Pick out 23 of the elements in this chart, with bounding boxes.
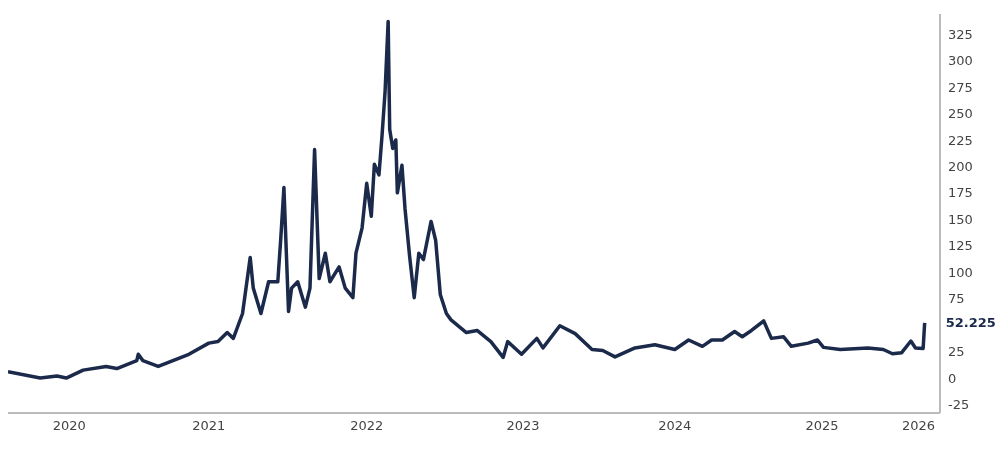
x-tick-label: 2020 xyxy=(52,418,86,434)
x-tick-label: 2026 xyxy=(901,418,936,434)
y-tick-label: 250 xyxy=(948,106,973,122)
x-tick-label: 2023 xyxy=(506,418,540,434)
y-tick-label: 275 xyxy=(948,79,973,95)
data-label: 52.225 xyxy=(945,314,996,330)
y-tick-label: 175 xyxy=(948,185,973,201)
x-tick-label: 2024 xyxy=(658,418,692,434)
y-tick-label: 75 xyxy=(948,291,965,307)
x-tick-label: 2022 xyxy=(350,418,384,434)
y-tick-label: 325 xyxy=(948,26,973,42)
y-tick-label: 150 xyxy=(948,211,973,227)
y-tick-label: 200 xyxy=(948,159,973,175)
y-tick-label: 225 xyxy=(948,132,973,148)
y-tick-label: 25 xyxy=(948,344,965,360)
y-tick-label: 125 xyxy=(948,238,973,254)
line-series xyxy=(8,19,927,380)
y-tick-label: 100 xyxy=(948,264,973,280)
x-tick-label: 2025 xyxy=(805,418,839,434)
x-tick-label: 2021 xyxy=(192,418,226,434)
y-tick-label: -25 xyxy=(948,397,970,413)
y-tick-label: 0 xyxy=(948,370,957,386)
y-tick-label: 300 xyxy=(948,53,973,69)
